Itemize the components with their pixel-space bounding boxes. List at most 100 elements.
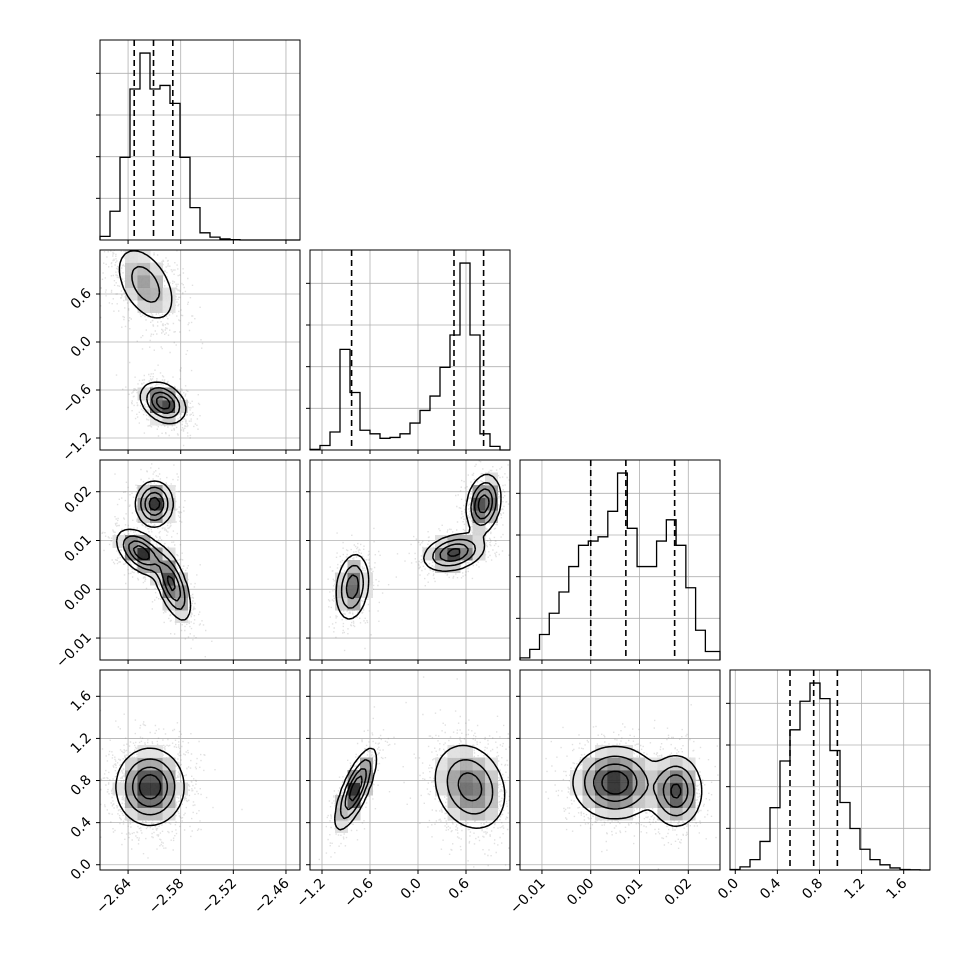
y-tick-label: 0.01 (61, 532, 94, 565)
density-cell (460, 745, 473, 758)
contour-line (339, 758, 494, 820)
panel-content (520, 670, 720, 870)
density-cell (472, 535, 486, 548)
histogram-series (519, 472, 721, 660)
density-cell (137, 547, 151, 561)
axes-frame (309, 459, 511, 661)
density-cell (607, 782, 621, 796)
contour-line (340, 481, 497, 609)
density-cell (645, 757, 658, 771)
density-cell (150, 745, 163, 758)
density-cell (582, 782, 596, 796)
contour-line (115, 747, 185, 827)
contour-line (131, 766, 169, 808)
density-cell (137, 745, 151, 758)
panel-content (100, 250, 300, 450)
density-cell (125, 782, 138, 796)
contour-line (345, 488, 494, 600)
density-cell (485, 757, 498, 771)
density-cell (175, 585, 188, 598)
x-tick-label: −0.6 (341, 875, 376, 910)
y-tick-label: 0.8 (68, 772, 95, 799)
density-cell (150, 497, 163, 511)
contour-line (156, 396, 171, 410)
x-tick-label: −1.2 (293, 876, 328, 911)
density-cell (460, 770, 473, 783)
density-cell (150, 400, 163, 413)
density-cell (472, 770, 486, 783)
scatter-panel-1-3 (309, 669, 511, 871)
density-cell (112, 782, 126, 796)
density-cell (150, 560, 163, 573)
axes-frame (729, 669, 931, 871)
density-cell (460, 795, 473, 808)
hist-panel-3 (726, 669, 931, 871)
y-tick-label: 0.00 (61, 581, 94, 614)
contour-line (122, 486, 186, 611)
density-cell (632, 757, 646, 771)
hist-panel-0 (96, 39, 301, 241)
y-tick-label: 1.2 (68, 730, 95, 757)
axes-frame (519, 669, 721, 871)
density-cell (682, 795, 696, 808)
density-cell (670, 770, 683, 783)
density-cell (670, 795, 683, 808)
density-cell (670, 807, 683, 821)
scatter-panel-0-1 (99, 249, 301, 451)
density-cell (162, 757, 176, 771)
panel-content (310, 670, 510, 870)
density-cell (162, 287, 176, 301)
contour-line (128, 491, 182, 602)
x-tick-label: 0.02 (662, 876, 695, 909)
x-tick-label: 0.00 (564, 876, 597, 909)
y-tick-label: 0.6 (68, 285, 95, 312)
density-cell (682, 807, 696, 821)
density-cell (447, 770, 461, 783)
y-tick-label: 0.0 (68, 334, 95, 361)
density-cell (447, 807, 461, 821)
axes-frame (519, 459, 721, 661)
contour-line (150, 391, 176, 414)
density-cell (162, 300, 176, 313)
density-cell (435, 782, 448, 796)
density-cell (607, 745, 621, 758)
density-cell (435, 757, 448, 771)
density-cell (620, 757, 633, 771)
density-cell (137, 497, 151, 511)
density-cell (347, 560, 361, 573)
density-cell (162, 597, 176, 611)
density-cell (485, 485, 498, 498)
scatter-panel-2-3 (519, 669, 721, 871)
density-cell (162, 807, 176, 821)
contour-line (601, 770, 682, 799)
axes-frame (99, 669, 301, 871)
density-cell (582, 770, 596, 783)
axes-frame (99, 39, 301, 241)
contour-line (583, 755, 695, 817)
density-cell (162, 547, 176, 561)
density-cell (112, 535, 126, 548)
x-tick-label: −2.52 (199, 876, 241, 918)
density-cell (607, 807, 621, 821)
density-cell (670, 757, 683, 771)
density-cell (595, 782, 608, 796)
contour-line (446, 494, 490, 557)
density-cell (485, 782, 498, 796)
x-tick-label: 1.6 (883, 875, 910, 902)
density-cell (125, 535, 138, 548)
y-tick-label: 0.4 (68, 814, 95, 841)
x-tick-label: 0.8 (799, 876, 826, 903)
density-cell (125, 757, 138, 771)
x-tick-label: −0.01 (507, 876, 549, 918)
density-cell (582, 757, 596, 771)
y-tick-label: −0.01 (53, 630, 95, 672)
axes-frame (309, 249, 511, 451)
density-cell (485, 807, 498, 821)
density-cell (472, 547, 486, 561)
hist-panel-1 (306, 249, 511, 451)
density-cell (472, 782, 486, 796)
density-cell (682, 757, 696, 771)
hist-panel-2 (516, 459, 721, 661)
density-cell (657, 807, 671, 821)
contour-line (115, 480, 192, 621)
